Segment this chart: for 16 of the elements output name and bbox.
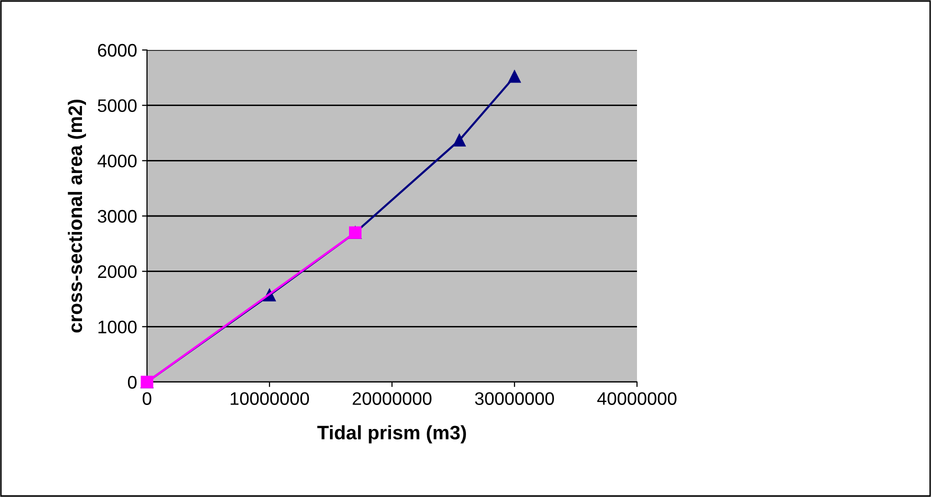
y-tick-label: 5000 xyxy=(98,99,137,112)
y-tick-label: 1000 xyxy=(98,320,137,334)
y-axis-title: cross-sectional area (m2) xyxy=(68,100,86,332)
x-tick-label: 0 xyxy=(142,392,152,405)
x-tick-label: 10000000 xyxy=(230,392,309,405)
point xyxy=(508,70,521,83)
x-tick-label: 20000000 xyxy=(352,392,432,405)
point xyxy=(453,134,466,146)
y-tick-label: 2000 xyxy=(98,265,137,278)
x-axis-title: Tidal prism (m3) xyxy=(317,425,466,444)
y-tick-label: 4000 xyxy=(98,154,137,168)
x-tick-label: 40000000 xyxy=(597,392,676,405)
x-tick-label: 30000000 xyxy=(475,392,554,405)
y-tick-label: 3000 xyxy=(98,210,137,223)
y-tick-label: 0 xyxy=(128,376,137,389)
y-tick-label: 6000 xyxy=(98,44,137,57)
